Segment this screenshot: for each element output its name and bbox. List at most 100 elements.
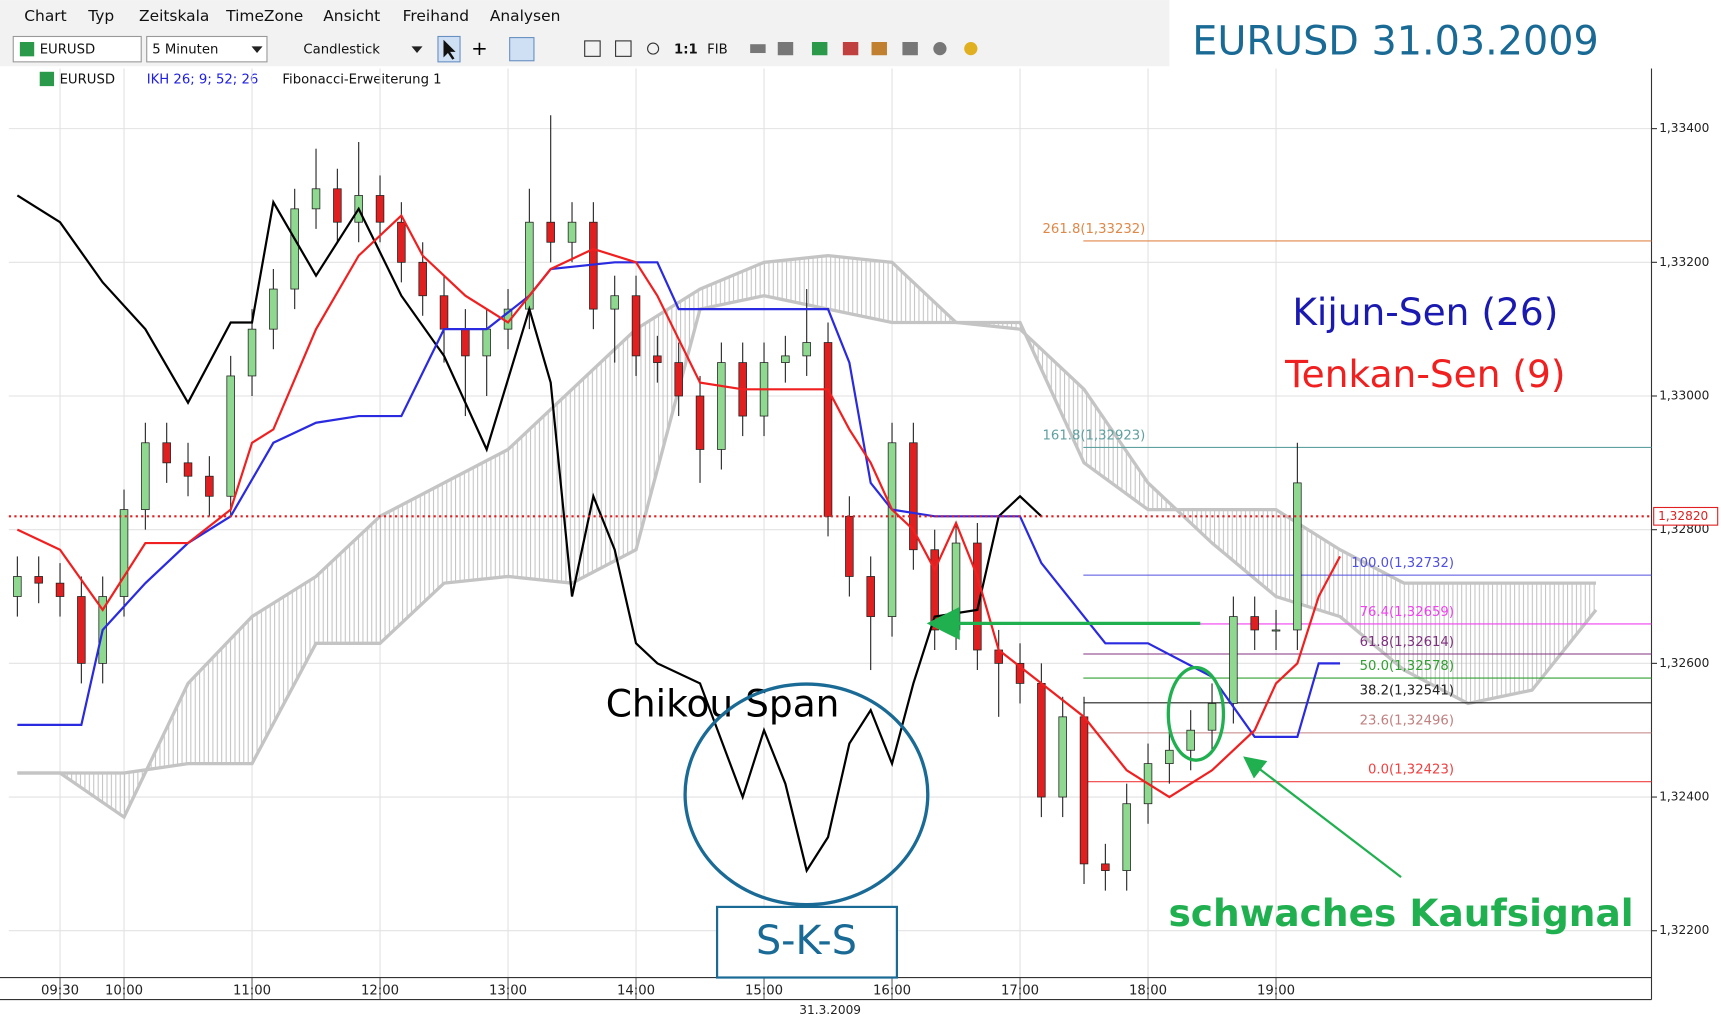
candle-body bbox=[418, 261, 427, 297]
candle-body bbox=[909, 442, 918, 551]
indicator-line bbox=[16, 213, 1342, 799]
menu-item[interactable]: Typ bbox=[87, 7, 114, 25]
menu-item[interactable]: Freihand bbox=[403, 7, 469, 25]
tenkan-label: Tenkan-Sen (9) bbox=[1284, 352, 1565, 396]
toolbar: EURUSD 5 Minuten Candlestick + 1:1 FIB bbox=[12, 35, 978, 63]
candle-body bbox=[1293, 482, 1302, 631]
menu-item[interactable]: Analysen bbox=[490, 7, 561, 25]
symbol-icon bbox=[39, 71, 55, 87]
style-box[interactable] bbox=[273, 36, 429, 62]
indicator-line bbox=[17, 253, 1598, 820]
menu-item[interactable]: Ansicht bbox=[323, 7, 380, 25]
candle-body bbox=[1079, 716, 1089, 865]
signal-label: schwaches Kaufsignal bbox=[1168, 891, 1633, 935]
sks-circle bbox=[683, 682, 930, 907]
indicator-line bbox=[17, 261, 1341, 738]
toolbar-icons bbox=[584, 40, 978, 57]
signal-ellipse bbox=[1166, 665, 1226, 762]
candle-body bbox=[1037, 683, 1046, 798]
candle-body bbox=[397, 221, 406, 263]
candle-body bbox=[1101, 863, 1110, 871]
candle-body bbox=[482, 328, 491, 357]
candle-body bbox=[375, 195, 385, 223]
candle-body bbox=[269, 288, 278, 330]
candle-body bbox=[781, 355, 790, 363]
menu-bar: Chart Typ Zeitskala TimeZone Ansicht Freihand… bbox=[24, 7, 560, 25]
menu-item[interactable]: Zeitskala bbox=[139, 7, 209, 25]
fib-tool[interactable]: FIB bbox=[707, 43, 728, 58]
kijun-label: Kijun-Sen (26) bbox=[1292, 290, 1558, 334]
zoom-tool[interactable]: 1:1 bbox=[674, 43, 698, 58]
menu-item[interactable]: Chart bbox=[24, 7, 66, 25]
candle-body bbox=[55, 582, 65, 597]
chart-title: EURUSD 31.03.2009 bbox=[1192, 19, 1599, 65]
x-tick-label: 11:00 bbox=[233, 984, 271, 999]
candle-body bbox=[162, 442, 171, 464]
candle-body bbox=[205, 475, 214, 497]
legend-bar: EURUSD IKH 26; 9; 52; 26 Fibonacci-Erwei… bbox=[39, 71, 442, 88]
candle-body bbox=[823, 342, 833, 517]
candle-body bbox=[674, 362, 683, 397]
candle-body bbox=[1058, 716, 1067, 798]
y-tick-label: 1,33000 bbox=[1659, 388, 1709, 402]
candle-body bbox=[802, 342, 811, 357]
x-tick-label: 14:00 bbox=[617, 984, 655, 999]
fib-label: 161.8(1,32923) bbox=[1043, 428, 1146, 443]
x-axis-date: 31.3.2009 bbox=[799, 1003, 861, 1014]
menu-item[interactable]: TimeZone bbox=[225, 7, 303, 25]
x-tick-label: 18:00 bbox=[1129, 984, 1167, 999]
legend-symbol[interactable]: EURUSD bbox=[60, 73, 115, 88]
candle-body bbox=[311, 188, 321, 210]
sks-box bbox=[715, 905, 899, 979]
fib-label: 38.2(1,32541) bbox=[1360, 684, 1454, 699]
fib-label: 61.8(1,32614) bbox=[1360, 635, 1454, 650]
x-tick-label: 13:00 bbox=[489, 984, 527, 999]
y-tick-label: 1,33200 bbox=[1659, 255, 1709, 269]
x-tick-label: 16:00 bbox=[873, 984, 911, 999]
dropdown-arrow bbox=[411, 46, 423, 54]
candle-body bbox=[34, 576, 43, 584]
indicator-line bbox=[16, 194, 1043, 874]
pointer-icon bbox=[443, 39, 456, 60]
symbol-icon bbox=[19, 41, 35, 57]
callout-arrow bbox=[1243, 756, 1402, 879]
x-tick-label: 09:30 bbox=[41, 984, 79, 999]
candle-body bbox=[653, 355, 662, 363]
candle-body bbox=[1271, 629, 1281, 632]
cloud-fill bbox=[17, 255, 1597, 818]
grid-tool[interactable] bbox=[509, 37, 535, 62]
candle-body bbox=[866, 576, 875, 617]
current-price-label: 1,32820 bbox=[1658, 509, 1708, 523]
candle-body bbox=[695, 395, 705, 450]
fib-label: 261.8(1,33232) bbox=[1043, 222, 1146, 237]
candle-body bbox=[887, 442, 897, 617]
legend-indicator[interactable]: IKH 26; 9; 52; 26 bbox=[147, 73, 259, 88]
symbol-box[interactable] bbox=[12, 35, 142, 63]
candle-body bbox=[1122, 803, 1131, 871]
fib-label: 100.0(1,32732) bbox=[1351, 556, 1454, 571]
crosshair-icon[interactable]: + bbox=[471, 37, 488, 60]
candle-body bbox=[13, 576, 22, 597]
x-tick-label: 17:00 bbox=[1001, 984, 1039, 999]
legend-drawing[interactable]: Fibonacci-Erweiterung 1 bbox=[282, 73, 441, 88]
fib-label: 50.0(1,32578) bbox=[1360, 659, 1454, 674]
candle-body bbox=[119, 509, 129, 597]
chikou-label: Chikou Span bbox=[606, 682, 840, 726]
candle-body bbox=[183, 462, 193, 477]
interval-box[interactable] bbox=[146, 35, 268, 63]
y-tick-label: 1,32200 bbox=[1659, 923, 1709, 937]
candle-body bbox=[631, 295, 641, 357]
candle-body bbox=[141, 442, 150, 511]
candle-body bbox=[845, 515, 854, 577]
candle-body bbox=[439, 295, 449, 330]
candle-body bbox=[567, 221, 577, 243]
dropdown-arrow bbox=[251, 46, 263, 54]
fib-label: 0.0(1,32423) bbox=[1368, 763, 1454, 778]
x-tick-label: 10:00 bbox=[105, 984, 143, 999]
candle-body bbox=[290, 208, 299, 290]
candle-body bbox=[546, 221, 555, 243]
candle-body bbox=[77, 596, 86, 664]
candle-body bbox=[333, 188, 342, 223]
candle-body bbox=[247, 328, 257, 377]
